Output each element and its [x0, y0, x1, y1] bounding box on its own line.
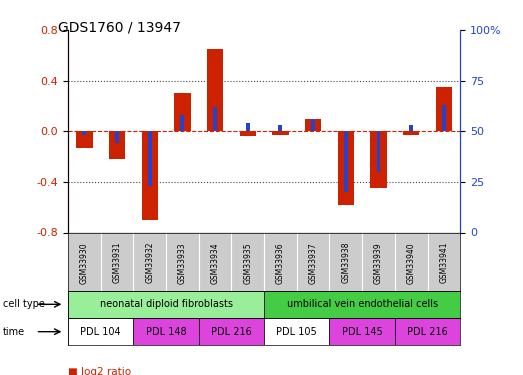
Text: PDL 105: PDL 105	[277, 327, 317, 337]
Text: PDL 216: PDL 216	[211, 327, 252, 337]
Bar	[311, 119, 315, 131]
Bar	[264, 318, 329, 345]
Bar	[83, 131, 86, 135]
Text: GSM33940: GSM33940	[407, 242, 416, 284]
Bar	[142, 131, 158, 220]
Bar	[329, 318, 395, 345]
Text: umbilical vein endothelial cells: umbilical vein endothelial cells	[287, 299, 438, 309]
Text: GSM33939: GSM33939	[374, 242, 383, 284]
Text: GSM33936: GSM33936	[276, 242, 285, 284]
Bar	[133, 318, 199, 345]
Text: GSM33937: GSM33937	[309, 242, 317, 284]
Text: GSM33938: GSM33938	[342, 242, 350, 284]
Text: GDS1760 / 13947: GDS1760 / 13947	[58, 21, 180, 34]
Bar	[395, 318, 460, 345]
Bar	[147, 131, 152, 186]
Bar	[199, 318, 264, 345]
Bar	[377, 131, 381, 172]
Bar	[410, 125, 413, 131]
Bar	[68, 291, 264, 318]
Bar	[278, 125, 282, 131]
Text: cell type: cell type	[3, 299, 44, 309]
Bar	[115, 131, 119, 143]
Text: GSM33933: GSM33933	[178, 242, 187, 284]
Text: GSM33934: GSM33934	[211, 242, 220, 284]
Bar	[370, 131, 386, 188]
Bar	[174, 93, 190, 131]
Text: PDL 104: PDL 104	[81, 327, 121, 337]
Bar	[109, 131, 125, 159]
Text: neonatal diploid fibroblasts: neonatal diploid fibroblasts	[99, 299, 233, 309]
Text: GSM33935: GSM33935	[243, 242, 252, 284]
Text: GSM33930: GSM33930	[80, 242, 89, 284]
Bar	[213, 107, 217, 131]
Bar	[264, 291, 460, 318]
Bar	[246, 123, 250, 131]
Text: time: time	[3, 327, 25, 337]
Bar	[338, 131, 354, 205]
Text: GSM33932: GSM33932	[145, 242, 154, 284]
Bar	[68, 318, 133, 345]
Bar	[272, 131, 289, 135]
Bar	[240, 131, 256, 136]
Bar	[180, 115, 185, 131]
Bar	[305, 118, 321, 131]
Bar	[344, 131, 348, 192]
Text: PDL 148: PDL 148	[146, 327, 186, 337]
Text: GSM33941: GSM33941	[439, 242, 448, 284]
Text: GSM33931: GSM33931	[112, 242, 121, 284]
Bar	[442, 105, 446, 131]
Text: PDL 216: PDL 216	[407, 327, 448, 337]
Bar	[207, 49, 223, 131]
Bar	[403, 131, 419, 135]
Bar	[436, 87, 452, 131]
Text: PDL 145: PDL 145	[342, 327, 382, 337]
Text: ■ log2 ratio: ■ log2 ratio	[68, 367, 131, 375]
Bar	[76, 131, 93, 148]
